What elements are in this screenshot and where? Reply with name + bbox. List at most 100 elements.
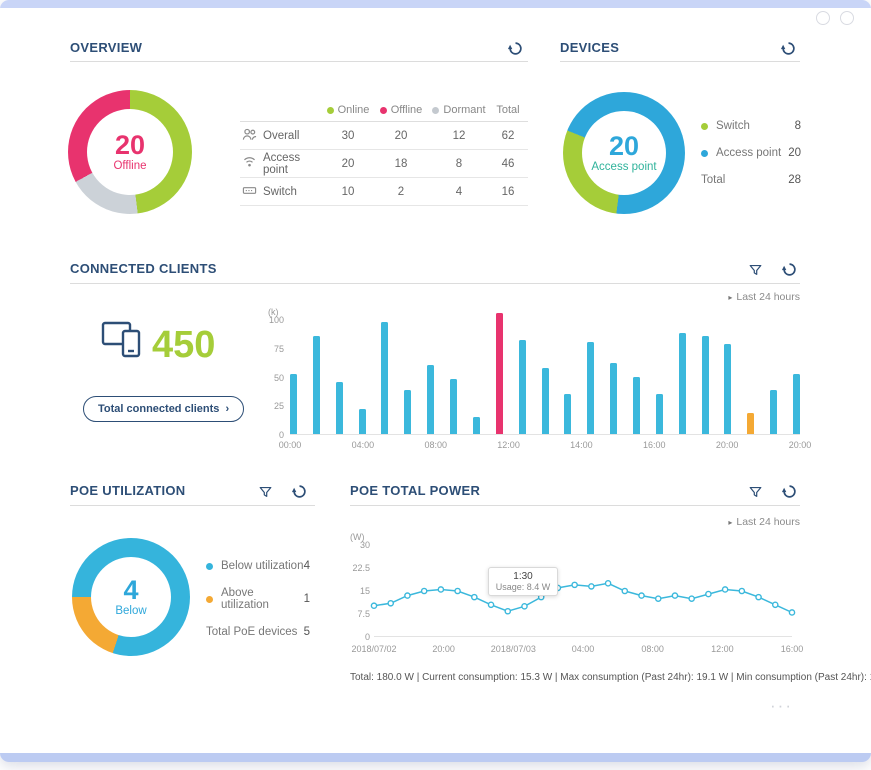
access-point-icon (242, 155, 257, 173)
window-close-button[interactable] (840, 11, 854, 25)
client-bar (770, 390, 778, 434)
devices-donut: 20 Access point (563, 92, 685, 214)
clients-refresh-button[interactable] (780, 259, 800, 279)
client-bar (564, 393, 572, 434)
poe-util-divider (70, 505, 315, 506)
x-tick-label: 04:00 (571, 644, 595, 654)
client-bar (518, 339, 526, 434)
poe-consumption-summary: Total: 180.0 W | Current consumption: 15… (350, 672, 871, 683)
client-bar (335, 382, 343, 434)
online-dot (326, 106, 334, 114)
x-tick-label: 16:00 (643, 440, 666, 450)
clients-bar-plot (290, 313, 800, 435)
client-bar (678, 332, 686, 434)
line-point (504, 607, 512, 615)
donut-hole (87, 109, 173, 195)
poe-util-refresh-button[interactable] (290, 481, 310, 501)
overview-donut: 20 Offline (68, 90, 192, 214)
connected-devices-icon (100, 318, 146, 367)
ap-total: 46 (501, 157, 515, 170)
legend-total: Total (496, 104, 520, 116)
line-point (755, 593, 762, 601)
refresh-icon (506, 39, 526, 58)
client-bar (358, 408, 366, 434)
line-point (638, 592, 645, 599)
line-point (705, 590, 712, 598)
y-tick-label: 15 (359, 586, 370, 596)
line-point (487, 601, 495, 609)
legend-dormant: Dormant (430, 104, 488, 116)
total-connected-clients-button[interactable]: Total connected clients › (83, 396, 245, 422)
window-bottom-strip (0, 753, 871, 762)
chevron-right-icon: ▸ (728, 292, 733, 302)
legend-row-total: Total 28 (701, 174, 801, 186)
client-bar (701, 336, 709, 434)
poe-power-refresh-button[interactable] (780, 481, 800, 501)
offline-dot (379, 106, 387, 114)
clients-filter-button[interactable] (747, 260, 767, 280)
poe-axis-unit: (W) (350, 532, 365, 542)
line-point (738, 587, 746, 595)
filter-icon (257, 484, 277, 501)
line-point (688, 595, 695, 602)
line-point (721, 586, 729, 593)
ap-offline: 18 (394, 157, 408, 170)
legend-row-above: Above utilization 1 (206, 587, 310, 611)
overview-donut-label: Offline (113, 160, 147, 172)
line-point (671, 592, 679, 599)
legend-row-access-point: Access point 20 (701, 147, 801, 159)
client-bar (495, 313, 503, 434)
filter-icon (747, 484, 767, 501)
line-point (437, 586, 445, 593)
legend-row-below: Below utilization 4 (206, 560, 310, 572)
refresh-icon (780, 482, 800, 501)
donut-hole (91, 557, 171, 637)
client-bar (632, 376, 640, 434)
client-bar (541, 368, 549, 434)
client-bar (472, 416, 480, 434)
line-point (454, 587, 461, 595)
x-tick-label: 04:00 (351, 440, 375, 450)
poe-line-plot: 1:30 Usage: 8.4 W (370, 545, 796, 637)
more-ellipsis-icon: ··· (770, 696, 793, 715)
devices-legend: Switch 8 Access point 20 Total 28 (701, 120, 801, 201)
y-tick-label: 75 (273, 343, 284, 354)
dormant-dot (432, 106, 440, 114)
line-point (588, 583, 595, 590)
switch-offline: 2 (397, 185, 405, 198)
y-tick-label: 50 (273, 372, 284, 383)
legend-row-total-poe: Total PoE devices 5 (206, 626, 310, 638)
line-point (471, 593, 478, 601)
overall-dormant: 12 (452, 129, 466, 142)
window-minimize-button[interactable] (816, 11, 830, 25)
overview-divider (70, 61, 528, 62)
poe-util-filter-button[interactable] (257, 482, 277, 502)
line-point (420, 587, 428, 595)
poe-x-labels: 2018/07/02 20:00 2018/07/03 04:00 08:00 12:00… (351, 644, 803, 656)
devices-refresh-button[interactable] (779, 38, 799, 58)
table-row-switch: Switch 10 2 4 16 (240, 178, 528, 206)
client-bar (587, 342, 595, 434)
x-tick-label: 20:00 (432, 644, 455, 654)
clients-time-range[interactable]: ▸ Last 24 hours (728, 291, 800, 303)
client-bar (610, 362, 618, 434)
client-bar (312, 336, 320, 434)
poe-donut-label: Below (115, 605, 147, 617)
client-bar (793, 374, 800, 434)
line-point (370, 602, 378, 610)
x-tick-label: 08:00 (641, 644, 664, 654)
client-bar (290, 374, 297, 434)
refresh-icon (780, 260, 800, 279)
y-tick-label: 0 (364, 632, 370, 642)
poe-power-time-range[interactable]: ▸ Last 24 hours (728, 516, 800, 528)
poe-utilization-title: POE UTILIZATION (70, 483, 186, 498)
poe-power-filter-button[interactable] (747, 482, 767, 502)
clients-axis-unit: (k) (268, 307, 279, 317)
overview-refresh-button[interactable] (506, 38, 526, 58)
x-tick-label: 14:00 (570, 440, 593, 450)
overall-offline: 20 (394, 129, 408, 142)
below-dot (206, 562, 213, 570)
poe-y-ticks: 30 22.5 15 7.5 0 (348, 532, 370, 662)
x-tick-label: 12:00 (711, 644, 734, 654)
